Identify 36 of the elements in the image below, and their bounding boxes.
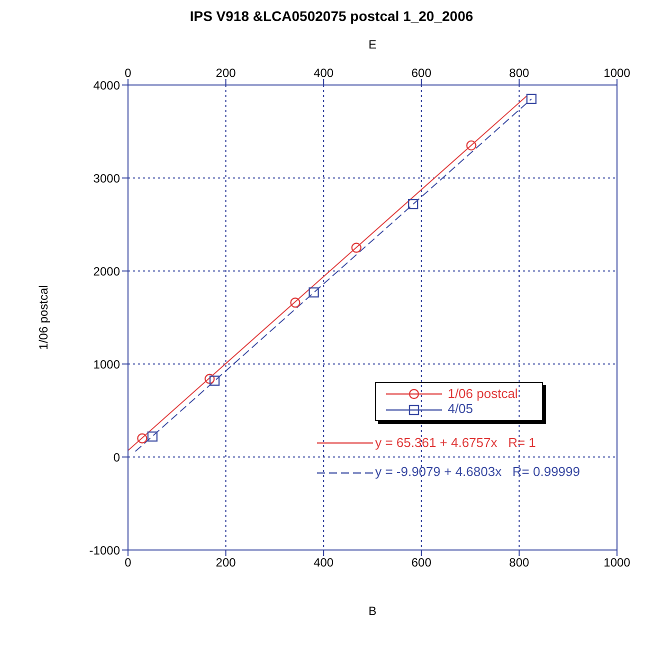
legend-label: y = 65.361 + 4.6757x R= 1	[374, 434, 537, 450]
point	[408, 198, 418, 210]
x-tick-label: 0	[124, 66, 132, 80]
point	[351, 242, 362, 253]
y-tick-label: 4000	[93, 78, 120, 92]
y-tick-label: 0	[113, 450, 120, 464]
x2-tick-label: 800	[509, 556, 530, 570]
x-tick-label: 400	[314, 66, 334, 80]
point	[466, 140, 476, 151]
y-tick-label: 1000	[93, 357, 120, 372]
x2-tick-label: 0	[124, 556, 132, 570]
point	[204, 374, 215, 384]
point	[209, 376, 220, 386]
x-tick-label: 200	[216, 66, 236, 80]
x2-tick-label: 200	[216, 556, 236, 570]
x2-axis-title: E	[368, 38, 377, 52]
legend-label: 1/06 postcal	[446, 386, 519, 402]
chart-title: IPS V918 &LCA0502075 postcal 1_20_2006	[188, 8, 474, 26]
y-axis-title: 1/06 postcal	[36, 285, 50, 350]
x-tick-label: 600	[411, 66, 432, 80]
point	[137, 433, 148, 444]
x-tick-label: 800	[509, 66, 530, 80]
y-tick-label: 3000	[93, 171, 120, 186]
y-tick-label: 2000	[93, 264, 120, 278]
point	[147, 431, 158, 442]
point	[308, 287, 319, 298]
point	[290, 298, 300, 308]
legend-label: y = -9.9079 + 4.6803x R= 0.99999	[374, 464, 580, 480]
x-tick-label: 1000	[604, 66, 631, 80]
x2-tick-label: 600	[411, 556, 432, 570]
y-tick-label: -1000	[89, 543, 120, 558]
point	[526, 94, 537, 104]
x2-tick-label: 1000	[604, 556, 631, 570]
x-axis-title: B	[368, 604, 377, 618]
legend-label: 4/05	[446, 401, 474, 417]
x2-tick-label: 400	[314, 556, 334, 570]
